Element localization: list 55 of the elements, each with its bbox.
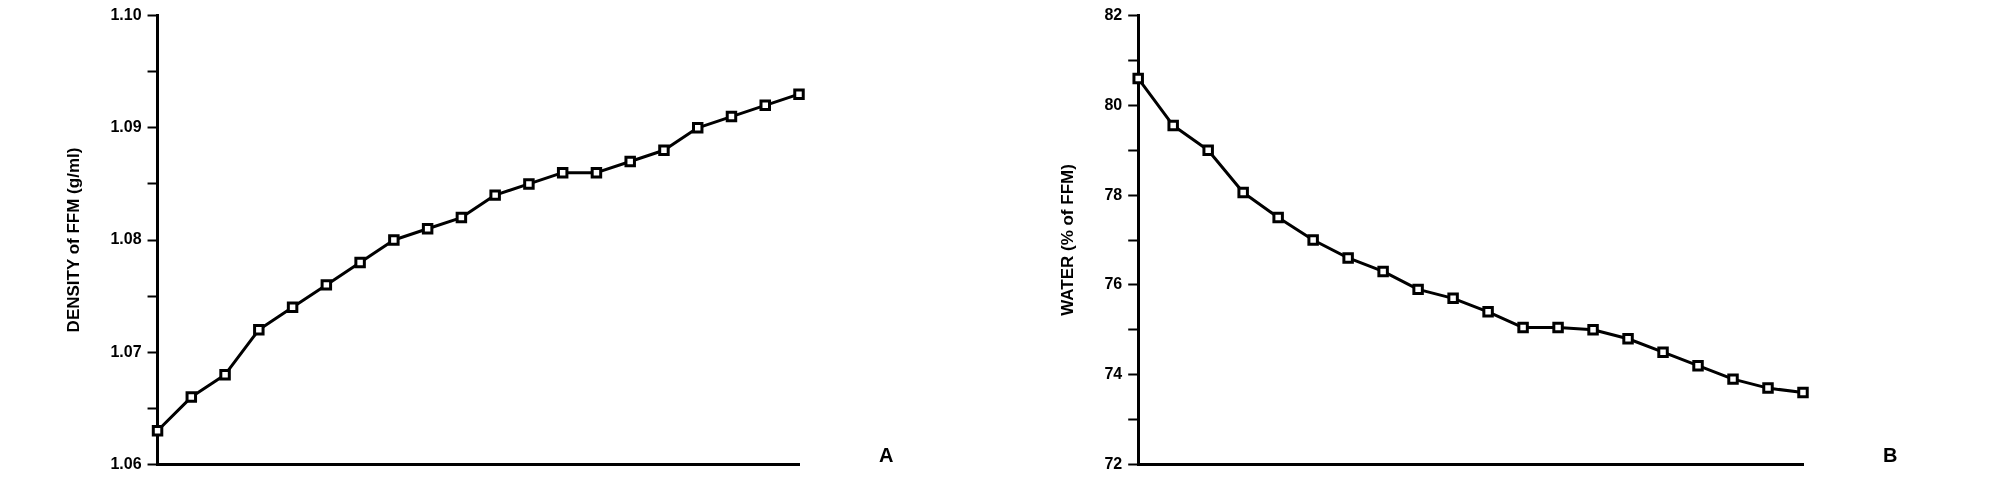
point bbox=[1797, 386, 1809, 399]
text: A bbox=[879, 443, 894, 466]
point bbox=[759, 99, 771, 112]
point bbox=[1587, 324, 1599, 336]
point bbox=[1202, 144, 1214, 156]
point bbox=[1552, 321, 1564, 334]
text: B bbox=[1883, 443, 1898, 466]
point bbox=[590, 166, 603, 179]
point bbox=[286, 301, 299, 314]
y-tick-label: 72 bbox=[1104, 454, 1123, 472]
point bbox=[1762, 382, 1774, 394]
point bbox=[219, 368, 231, 381]
point bbox=[793, 88, 805, 100]
point bbox=[1727, 373, 1739, 385]
point bbox=[1517, 321, 1529, 334]
point bbox=[1622, 332, 1634, 345]
y-tick-label: 1.10 bbox=[110, 6, 142, 24]
point bbox=[185, 391, 198, 403]
point bbox=[1307, 234, 1319, 246]
point bbox=[151, 425, 164, 437]
point bbox=[523, 178, 535, 190]
point bbox=[1167, 119, 1179, 132]
y-tick-label: 76 bbox=[1104, 275, 1123, 293]
y-axis-title: WATER (% of FFM) bbox=[1057, 164, 1077, 316]
point bbox=[624, 155, 636, 168]
point bbox=[1482, 306, 1494, 318]
y-tick-label: 80 bbox=[1104, 95, 1123, 113]
point bbox=[1377, 265, 1389, 278]
point bbox=[388, 234, 400, 246]
point bbox=[1412, 283, 1424, 296]
y-tick-label: 1.07 bbox=[110, 342, 142, 360]
point bbox=[658, 144, 670, 156]
point bbox=[354, 256, 366, 269]
point bbox=[1342, 252, 1354, 264]
point bbox=[455, 211, 468, 224]
point bbox=[691, 122, 704, 134]
y-tick-label: 74 bbox=[1104, 365, 1123, 383]
point bbox=[253, 324, 265, 336]
y-tick-label: 78 bbox=[1104, 185, 1123, 203]
y-tick-label: 1.09 bbox=[110, 118, 142, 136]
point bbox=[1657, 346, 1669, 358]
y-tick-label: 82 bbox=[1104, 6, 1123, 24]
point bbox=[489, 189, 501, 201]
point bbox=[320, 279, 333, 291]
y-tick-label: 1.06 bbox=[110, 454, 142, 472]
y-tick-label: 1.08 bbox=[110, 230, 142, 248]
y-axis-title: DENSITY of FFM (g/ml) bbox=[63, 147, 83, 333]
point bbox=[1132, 72, 1144, 85]
point bbox=[1237, 186, 1249, 199]
point bbox=[1692, 359, 1704, 372]
point bbox=[725, 110, 738, 123]
point bbox=[1272, 211, 1284, 224]
point bbox=[556, 166, 569, 179]
point bbox=[421, 223, 434, 235]
point bbox=[1447, 292, 1459, 305]
